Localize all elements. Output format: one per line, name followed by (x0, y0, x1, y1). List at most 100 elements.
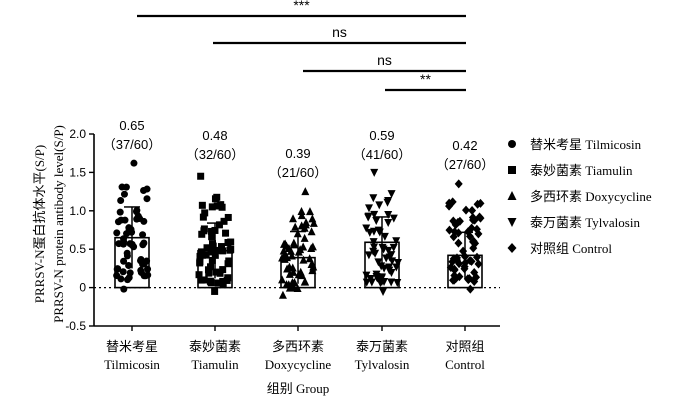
bar-count-label: （27/60） (436, 157, 495, 172)
data-point (454, 238, 463, 248)
data-point (472, 272, 481, 282)
data-point (282, 280, 291, 289)
data-point (113, 265, 121, 273)
data-point (370, 168, 379, 177)
data-point (362, 278, 371, 287)
data-point (297, 221, 306, 230)
data-point (445, 198, 454, 208)
x-tick-label-zh: 对照组 (445, 339, 484, 354)
data-point (139, 260, 147, 268)
data-point (199, 213, 207, 221)
data-point (208, 256, 216, 264)
data-point (216, 269, 224, 277)
data-point (470, 215, 479, 225)
data-point (224, 260, 232, 268)
data-point (294, 270, 303, 279)
data-point (307, 243, 316, 252)
data-point (207, 263, 215, 271)
data-point (379, 287, 388, 296)
data-point (288, 278, 297, 287)
data-point (213, 246, 221, 254)
data-point (119, 268, 127, 276)
data-point (208, 203, 216, 211)
data-point (374, 226, 383, 235)
data-point (387, 251, 396, 260)
data-point (299, 242, 308, 251)
legend-label: 多西环素 Doxycycline (530, 189, 652, 204)
data-point (362, 271, 371, 280)
data-point (297, 206, 306, 215)
data-point (299, 255, 308, 264)
data-point (219, 277, 227, 285)
data-point (370, 243, 379, 252)
data-point (201, 209, 209, 217)
x-tick-label-zh: 替米考星 (106, 339, 158, 354)
data-point (120, 257, 128, 265)
bar-value-label: 0.48 (202, 128, 227, 143)
data-point (365, 228, 374, 237)
x-tick-label-en: Tilmicosin (104, 357, 160, 372)
data-point (198, 230, 206, 238)
data-point (309, 218, 318, 227)
data-point (200, 276, 208, 284)
data-point (122, 183, 130, 191)
data-point (308, 266, 317, 275)
data-point (461, 252, 470, 262)
data-point (369, 238, 378, 247)
data-point (389, 243, 398, 252)
data-point (389, 214, 398, 223)
data-point (205, 269, 213, 277)
data-point (307, 227, 316, 236)
data-point (227, 238, 235, 246)
data-point (393, 258, 402, 267)
y-tick-label: 0.5 (69, 242, 86, 256)
data-point (362, 224, 371, 233)
y-tick-label: -0.5 (65, 319, 86, 333)
data-point (140, 217, 148, 225)
data-point (392, 237, 401, 246)
data-point (124, 276, 132, 284)
data-point (278, 253, 287, 262)
data-point (219, 247, 227, 255)
bar-value-label: 0.39 (285, 146, 310, 161)
data-point (224, 213, 232, 221)
data-point (369, 194, 378, 203)
data-point (282, 241, 291, 250)
data-point (278, 275, 287, 284)
data-point (289, 238, 298, 247)
bar-value-label: 0.59 (369, 128, 394, 143)
x-tick-label-en: Doxycycline (265, 357, 332, 372)
data-point (195, 271, 203, 279)
data-point (197, 248, 205, 256)
data-point (203, 244, 211, 252)
data-point (384, 211, 393, 220)
data-point (294, 247, 303, 256)
axes: -0.5 0 0.5 1.0 1.5 2.0 替米考星 Tilmicosin 泰妙菌素 Tiamu… (65, 127, 500, 372)
data-point (208, 227, 216, 235)
legend-marker (507, 243, 517, 253)
data-point (466, 284, 475, 294)
data-point (367, 278, 376, 287)
significance-label: ** (420, 71, 431, 87)
data-point (127, 225, 135, 233)
data-point (476, 198, 485, 208)
data-point (213, 202, 221, 210)
data-point (285, 269, 294, 278)
data-point (460, 264, 469, 274)
data-point (207, 279, 215, 287)
data-point (387, 278, 396, 287)
data-point (197, 172, 205, 180)
data-point (211, 251, 219, 259)
data-point (465, 231, 474, 241)
data-point (209, 242, 217, 250)
data-point (467, 223, 476, 233)
data-point (305, 254, 314, 263)
y-axis-label-en: PRRSV-N protein antibody level(S/P) (51, 125, 66, 323)
data-point (208, 233, 216, 241)
data-point (375, 201, 384, 210)
data-point (474, 229, 483, 239)
y-tick-label: 0 (79, 281, 86, 295)
x-tick-label-zh: 多西环素 (272, 339, 324, 354)
data-point (288, 263, 297, 272)
